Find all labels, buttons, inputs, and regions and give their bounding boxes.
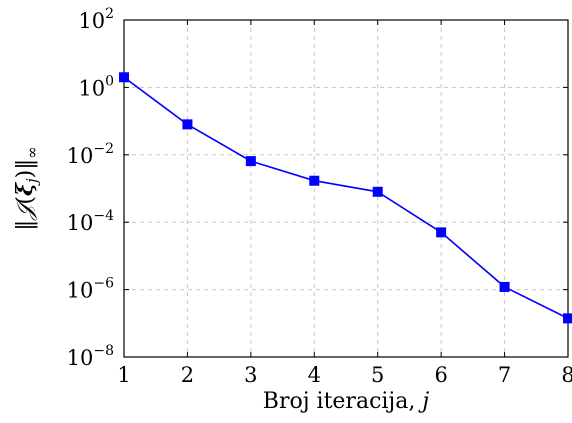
y-label-arg: ξ <box>12 182 38 196</box>
x-tick-label: 6 <box>434 363 447 387</box>
data-point-marker <box>499 281 510 292</box>
x-tick-label: 3 <box>244 363 257 387</box>
x-tick-label: 2 <box>181 363 194 387</box>
data-point-marker <box>182 119 193 130</box>
x-tick-label: 8 <box>561 363 572 387</box>
y-tick-label: 10−8 <box>67 343 114 370</box>
x-tick-label: 7 <box>498 363 511 387</box>
y-tick-base: 10 <box>78 76 105 100</box>
y-tick-base: 10 <box>67 279 94 303</box>
y-tick-base: 10 <box>67 346 94 370</box>
data-point-marker <box>309 175 320 186</box>
y-tick-exponent: −4 <box>93 208 114 224</box>
grid <box>124 20 568 357</box>
y-label-close: ‖ <box>13 159 38 170</box>
y-tick-label: 10−2 <box>67 141 114 168</box>
y-label-open: ‖ <box>13 220 38 231</box>
data-point-marker <box>119 72 129 83</box>
data-point-marker <box>563 313 572 324</box>
y-tick-base: 10 <box>67 211 94 235</box>
y-tick-label: 102 <box>78 6 114 33</box>
x-axis-label-text: Broj iteracija, <box>263 389 423 414</box>
data-point-marker <box>245 156 256 167</box>
x-tick-label: 1 <box>117 363 130 387</box>
y-tick-base: 10 <box>78 9 105 33</box>
y-tick-exponent: −2 <box>93 141 114 157</box>
plot-frame <box>123 19 569 358</box>
x-tick-label: 4 <box>308 363 321 387</box>
y-tick-base: 10 <box>67 144 94 168</box>
y-tick-exponent: 2 <box>105 6 114 22</box>
series-line <box>123 76 569 320</box>
x-axis-label: Broj iteracija, j <box>263 389 430 414</box>
y-tick-exponent: 0 <box>105 73 114 89</box>
y-tick-label: 100 <box>78 73 114 100</box>
y-axis-label: ‖𝒥(ξj)‖∞ <box>12 146 41 231</box>
y-label-paren-open: ( <box>13 196 38 205</box>
x-tick-labels: 1 2 3 4 5 6 7 8 <box>117 363 572 387</box>
data-point-marker <box>436 227 447 238</box>
y-tick-label: 10−6 <box>67 276 114 303</box>
data-point-marker <box>372 186 383 197</box>
y-tick-exponent: −6 <box>93 276 114 292</box>
tick-marks <box>123 19 569 358</box>
y-tick-exponent: −8 <box>93 343 114 359</box>
series-layer <box>119 72 572 324</box>
y-label-paren-close: ) <box>13 170 38 179</box>
y-tick-label: 10−4 <box>67 208 114 235</box>
x-tick-label: 5 <box>371 363 384 387</box>
y-label-norm-sub: ∞ <box>23 146 41 159</box>
y-label-sub: j <box>23 178 41 186</box>
